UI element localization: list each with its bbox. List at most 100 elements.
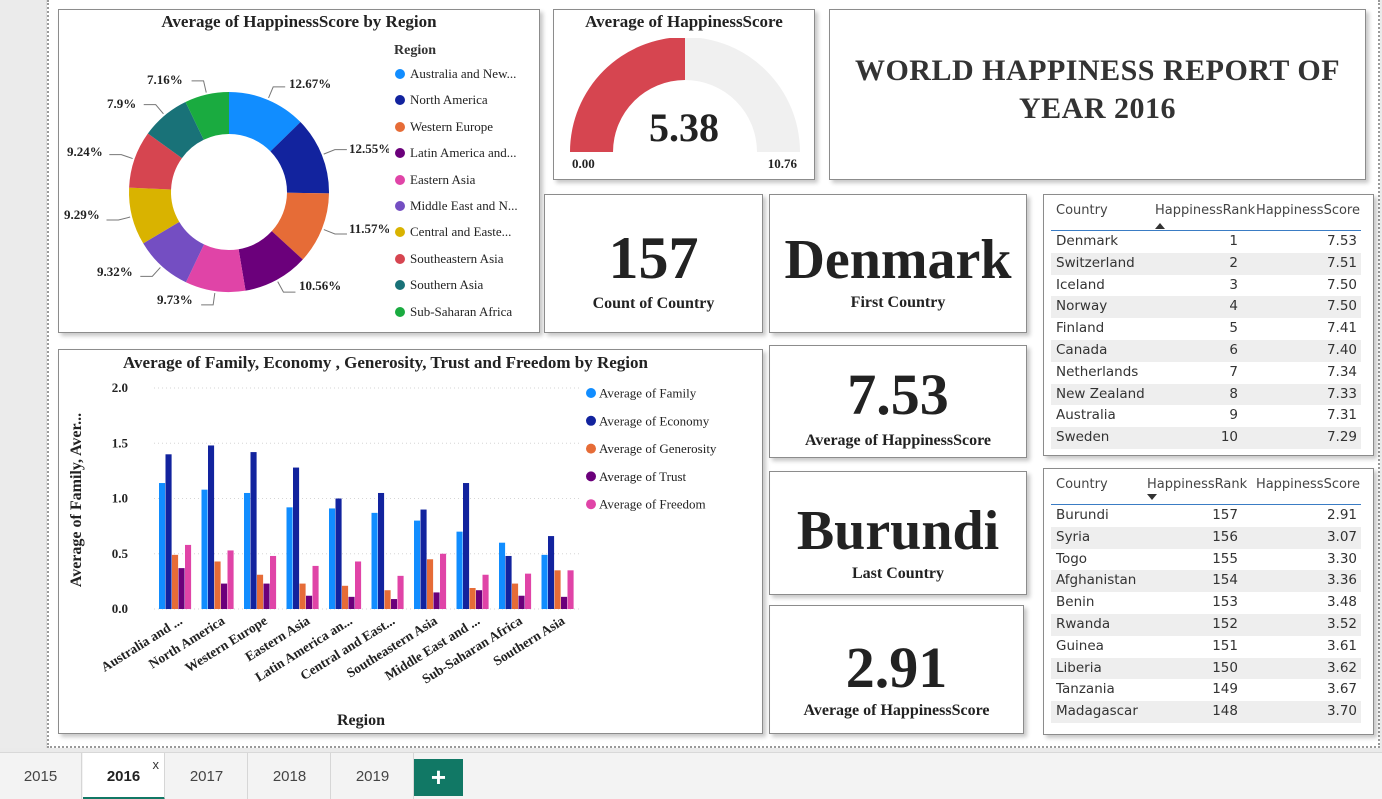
column-header-country[interactable]: Country [1056,477,1108,492]
bar-chart-card[interactable]: Average of Family, Economy , Generosity,… [58,349,763,734]
donut-slice[interactable] [271,192,329,260]
bar[interactable] [299,583,306,609]
donut-slice[interactable] [238,231,303,291]
legend-label[interactable]: Average of Freedom [599,497,706,512]
table-row[interactable]: Norway 4 7.50 [1051,296,1361,319]
table-row[interactable]: Iceland 3 7.50 [1051,275,1361,297]
sort-ascending-icon[interactable] [1155,223,1165,229]
legend-label[interactable]: Average of Family [599,386,697,401]
close-tab-icon[interactable]: x [152,757,160,772]
bar[interactable] [518,595,525,609]
bar[interactable] [342,585,349,609]
last-country-card[interactable]: Burundi Last Country [769,471,1027,595]
bar[interactable] [476,590,483,609]
donut-legend-item[interactable]: Middle East and N... [395,198,518,214]
bar[interactable] [433,592,440,609]
donut-legend-item[interactable]: Eastern Asia [395,172,475,188]
bar[interactable] [469,588,476,609]
table-row[interactable]: Afghanistan 154 3.36 [1051,570,1361,593]
table-row[interactable]: Syria 156 3.07 [1051,526,1361,549]
donut-chart[interactable]: 12.67% 12.55% 11.57% 10.56% 9.73% 9.32% 9.29% 9… [59,20,389,330]
bar[interactable] [214,561,221,609]
table-row[interactable]: Liberia 150 3.62 [1051,657,1361,680]
count-of-country-card[interactable]: 157 Count of Country [544,194,763,333]
bar[interactable] [561,596,568,609]
column-header-happiness-score[interactable]: HappinessScore [1255,477,1360,492]
table-row[interactable]: New Zealand 8 7.33 [1051,383,1361,406]
donut-legend-item[interactable]: Central and Easte... [395,224,511,240]
bar[interactable] [456,531,463,609]
bar[interactable] [499,542,506,609]
add-page-button[interactable]: + [414,759,463,796]
donut-legend-item[interactable]: Southeastern Asia [395,251,504,267]
first-score-card[interactable]: 7.53 Average of HappinessScore [769,345,1027,458]
column-header-country[interactable]: Country [1056,203,1108,218]
bar[interactable] [201,489,208,609]
bar[interactable] [293,467,300,609]
donut-slice[interactable] [270,122,330,194]
table-row[interactable]: Guinea 151 3.61 [1051,636,1361,658]
donut-legend-item[interactable]: Australia and New... [395,66,516,82]
donut-chart-card[interactable]: Average of HappinessScore by Region 12.6… [58,9,540,333]
first-country-card[interactable]: Denmark First Country [769,194,1027,333]
bar[interactable] [159,483,166,609]
donut-legend-item[interactable]: North America [395,92,488,108]
bar[interactable] [335,498,342,610]
bar[interactable] [505,555,512,609]
bar[interactable] [263,583,270,609]
legend-label[interactable]: Average of Trust [599,469,687,484]
bar[interactable] [286,507,293,609]
gauge-card[interactable]: Average of HappinessScore 5.38 0.00 10.7… [553,9,815,180]
bar[interactable] [250,452,257,609]
bar[interactable] [355,561,362,609]
bar[interactable] [463,483,470,609]
bar[interactable] [541,554,548,609]
donut-legend-item[interactable]: Latin America and... [395,145,517,161]
bar[interactable] [329,508,336,609]
bar[interactable] [371,512,378,609]
sort-descending-icon[interactable] [1147,494,1157,500]
table-row[interactable]: Finland 5 7.41 [1051,318,1361,340]
bar[interactable] [378,492,385,609]
bar[interactable] [384,590,391,609]
tab-2018[interactable]: 2018 [249,753,331,799]
table-row[interactable]: Australia 9 7.31 [1051,405,1361,427]
top-countries-table-card[interactable]: Country HappinessRank HappinessScore Den… [1043,194,1374,456]
bar[interactable] [172,554,179,609]
tab-2015[interactable]: 2015 [0,753,82,799]
tab-2016[interactable]: 2016 x [83,753,165,799]
donut-legend-item[interactable]: Sub-Saharan Africa [395,304,512,320]
bar[interactable] [227,550,234,609]
top-countries-table[interactable]: Country HappinessRank HappinessScore Den… [1051,195,1361,450]
bar[interactable] [244,492,251,609]
bar[interactable] [397,575,404,609]
bar[interactable] [257,574,264,609]
table-row[interactable]: Rwanda 152 3.52 [1051,614,1361,636]
tab-2017[interactable]: 2017 [166,753,248,799]
bar[interactable] [178,568,185,609]
table-row[interactable]: Netherlands 7 7.34 [1051,362,1361,384]
table-row[interactable]: Tanzania 149 3.67 [1051,679,1361,701]
table-row[interactable]: Burundi 157 2.91 [1051,505,1361,527]
column-header-happiness-rank[interactable]: HappinessRank [1155,203,1256,218]
bottom-countries-table-card[interactable]: Country HappinessRank HappinessScore Bur… [1043,468,1374,735]
tab-2019[interactable]: 2019 [332,753,414,799]
bar[interactable] [312,565,319,609]
bar[interactable] [221,583,228,609]
column-header-happiness-score[interactable]: HappinessScore [1255,203,1360,218]
last-score-card[interactable]: 2.91 Average of HappinessScore [769,605,1024,734]
bar[interactable] [554,570,561,609]
bar[interactable] [270,555,277,609]
bar[interactable] [165,454,172,609]
bar[interactable] [420,509,427,609]
donut-slice[interactable] [229,92,301,152]
donut-slice[interactable] [185,92,229,140]
bar[interactable] [306,595,313,609]
legend-label[interactable]: Average of Generosity [599,441,717,456]
table-row[interactable]: Denmark 1 7.53 [1051,231,1361,253]
bar[interactable] [482,574,489,609]
table-row[interactable]: Canada 6 7.40 [1051,340,1361,362]
donut-legend-item[interactable]: Southern Asia [395,277,483,293]
donut-slice[interactable] [143,221,205,283]
